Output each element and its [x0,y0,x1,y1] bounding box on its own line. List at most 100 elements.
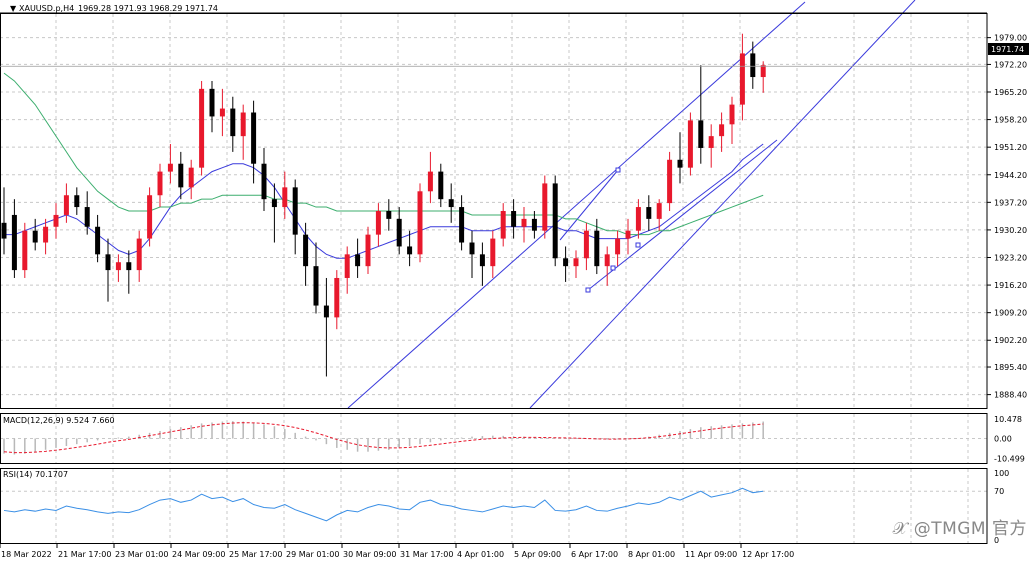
channel-upper-line [347,1,806,409]
candle-body [344,254,350,278]
price-tick-label: 1937.20 [994,198,1027,207]
candle-body [271,199,277,208]
channel-lower-line [587,139,778,291]
watermark: 𝒳 @TMGM 官方 [892,519,1027,539]
candle-body [355,254,361,267]
candle-body [479,254,485,267]
channel-lines [347,0,916,409]
macd-label: MACD(12,26,9) 9.524 7.660 [3,416,115,425]
candle-body [552,183,558,259]
candle-body [334,277,340,318]
candle-body [542,183,548,231]
candle-body [677,159,683,168]
candle-body [583,230,589,259]
time-tick-label: 31 Mar 17:00 [400,550,453,559]
candlesticks [1,33,766,377]
price-tick-label: 1979.00 [994,34,1027,43]
candle-body [84,207,90,227]
candle-body [615,238,621,255]
channel-anchor-point [610,265,616,271]
candle-body [323,305,329,318]
candle-body [459,207,465,243]
time-axis: 18 Mar 2022 21 Mar 17:00 23 Mar 01:00 24 Ma… [0,543,794,559]
candle-body [635,207,641,231]
channel-anchor-point [585,287,591,293]
channel-anchor-point [615,167,621,173]
rsi-tick-label: 0 [994,536,999,545]
channel-anchor-line [559,169,619,241]
candle-body [750,53,756,78]
time-tick-label: 25 Mar 17:00 [229,550,282,559]
panel-frames [0,12,988,544]
rsi-label: RSI(14) 70.1707 [3,470,68,479]
time-tick-label: 29 Mar 01:00 [286,550,339,559]
price-tick-label: 1930.20 [994,226,1027,235]
candle-body [396,218,402,247]
time-tick-label: 8 Apr 01:00 [628,550,675,559]
candle-body [760,65,766,78]
candle-body [115,262,121,271]
candle-body [32,230,38,243]
candle-body [126,262,132,271]
moving-averages [3,72,764,259]
price-tick-label: 1902.20 [994,336,1027,345]
candle-body [240,112,246,137]
price-tick-label: 1951.20 [994,143,1027,152]
time-tick-label: 21 Mar 17:00 [58,550,111,559]
symbol-label: XAUUSD.p,H4 [19,4,74,13]
rsi-panel [3,487,764,522]
candle-body [563,258,569,267]
price-tick-label: 1972.20 [994,60,1027,69]
macd-panel [3,421,764,455]
candle-body [230,108,236,137]
price-tick-label: 1909.20 [994,309,1027,318]
time-tick-label: 23 Mar 01:00 [115,550,168,559]
candle-body [11,214,17,271]
candle-body [417,191,423,255]
time-tick-label: 12 Apr 17:00 [742,550,794,559]
candle-body [1,222,7,239]
candle-body [511,211,517,227]
price-tick-label: 1923.20 [994,253,1027,262]
candle-body [604,254,610,267]
price-tick-label: 1944.20 [994,171,1027,180]
price-tick-label: 1895.40 [994,363,1027,372]
candle-body [303,234,309,267]
macd-tick-label: 0.00 [994,435,1012,444]
candle-body [427,171,433,192]
candle-body [531,218,537,231]
current-price-badge [988,43,1029,55]
price-tick-label: 1916.20 [994,281,1027,290]
candle-body [105,254,111,271]
rsi-tick-label: 70 [994,487,1004,496]
price-tick-label: 1888.40 [994,391,1027,400]
candle-body [739,53,745,105]
grid [0,14,987,543]
candle-body [719,124,725,137]
candle-body [63,195,69,215]
candle-body [687,120,693,168]
candle-body [136,238,142,271]
candle-body [698,120,704,148]
macd-signal-line [3,422,764,454]
candle-body [386,211,392,219]
macd-tick-label: 10.478 [994,415,1022,424]
candle-body [313,266,319,306]
candle-body [448,199,454,208]
moving-average-line [4,143,764,259]
ohlc-readout: 1969.28 1971.93 1968.29 1971.74 [78,4,218,13]
candle-body [251,112,257,164]
candle-body [167,163,173,172]
candle-body [53,214,59,227]
price-tick-label: 1958.20 [994,116,1027,125]
candle-body [219,108,225,117]
candle-body [521,218,527,227]
candle-body [375,211,381,235]
current-price-label: 1971.74 [991,45,1024,54]
candle-body [188,167,194,188]
candle-body [656,203,662,219]
rsi-tick-label: 100 [994,469,1009,478]
symbol-dropdown-icon[interactable]: ▼ [10,4,17,13]
